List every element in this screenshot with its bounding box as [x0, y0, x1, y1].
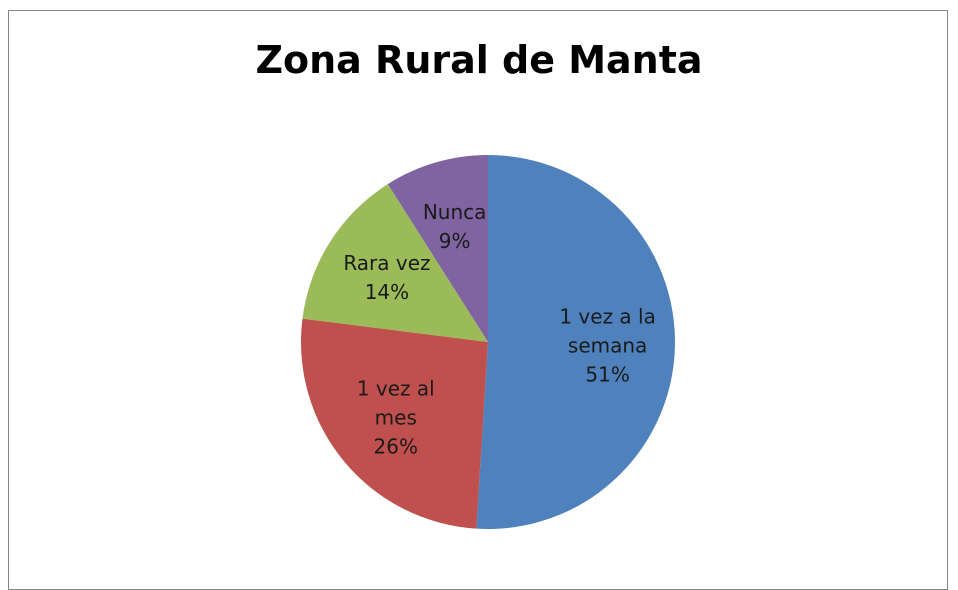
- pie-slice: [476, 155, 676, 529]
- category-label: Rara vez: [343, 250, 431, 275]
- chart-title: Zona Rural de Manta: [255, 38, 703, 82]
- value-label: 14%: [364, 279, 410, 304]
- slice-label: 1 vez al mes 26%: [336, 375, 456, 462]
- value-label: 9%: [438, 229, 471, 254]
- slice-label: 1 vez a la semana 51%: [548, 302, 668, 389]
- category-label: Nunca: [422, 200, 487, 225]
- pie-slice: [300, 318, 488, 529]
- pie-slice: [302, 184, 488, 342]
- category-label: 1 vez al mes: [356, 376, 435, 430]
- pie-slice: [387, 155, 488, 342]
- category-label: 1 vez a la semana: [559, 304, 656, 358]
- slice-label: Rara vez 14%: [327, 249, 447, 307]
- value-label: 51%: [585, 362, 630, 387]
- slice-label: Nunca 9%: [395, 198, 515, 256]
- value-label: 26%: [373, 434, 418, 459]
